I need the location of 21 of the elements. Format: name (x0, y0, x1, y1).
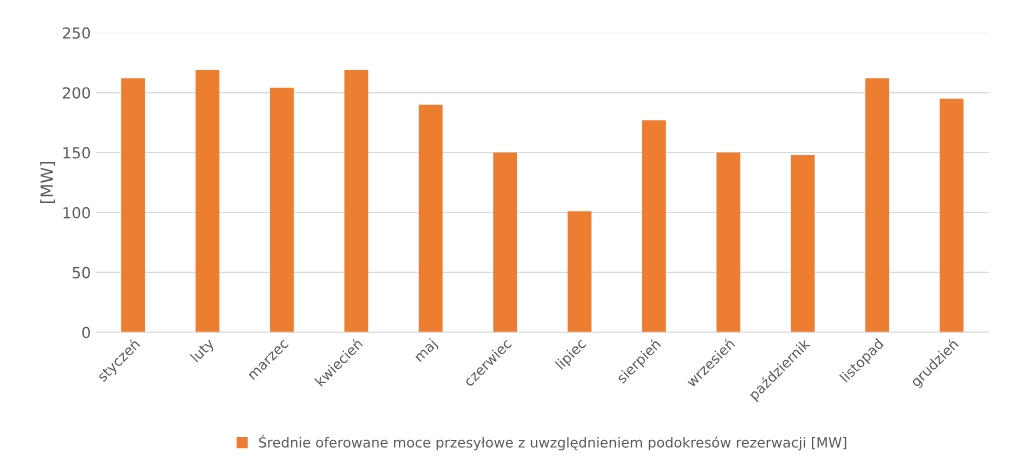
x-tick-label: luty (189, 337, 217, 365)
y-tick-label: 0 (82, 326, 90, 339)
legend-label: Średnie oferowane moce przesyłowe z uwzględnieniem podokresów rezerwacji [MW] (259, 434, 847, 451)
bar (865, 78, 890, 333)
y-tick-label: 50 (72, 266, 90, 279)
bar (121, 78, 145, 333)
bar (493, 152, 518, 333)
bar (939, 98, 964, 333)
y-tick-label: 200 (62, 87, 90, 99)
bar (195, 69, 220, 333)
bar (790, 154, 815, 333)
bar (269, 87, 294, 333)
y-tick-label: 150 (63, 147, 90, 159)
bar (418, 104, 443, 333)
y-tick-label: 100 (63, 206, 90, 219)
bar (567, 211, 592, 333)
bar (716, 152, 741, 333)
y-axis-title: [MW] (40, 162, 56, 204)
y-tick-label: 250 (62, 27, 90, 39)
bar (642, 120, 666, 333)
bar (344, 69, 369, 333)
